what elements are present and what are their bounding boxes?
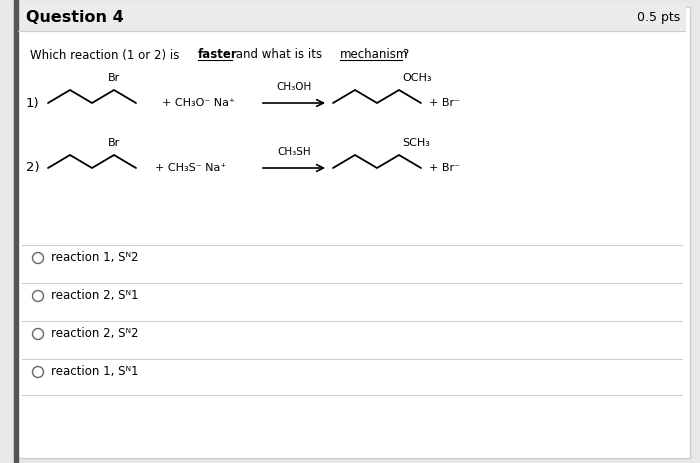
Text: reaction 2, Sᴺ1: reaction 2, Sᴺ1 — [51, 289, 139, 302]
Text: reaction 2, Sᴺ2: reaction 2, Sᴺ2 — [51, 327, 139, 340]
Text: reaction 1, Sᴺ2: reaction 1, Sᴺ2 — [51, 251, 139, 264]
Text: CH₃OH: CH₃OH — [276, 82, 312, 92]
Text: SCH₃: SCH₃ — [402, 138, 430, 148]
Text: OCH₃: OCH₃ — [402, 73, 431, 83]
Text: 1): 1) — [26, 96, 40, 110]
Text: + Br⁻: + Br⁻ — [429, 163, 460, 173]
Text: 0.5 pts: 0.5 pts — [637, 11, 680, 24]
Bar — [18, 3, 685, 31]
Text: mechanism: mechanism — [340, 49, 408, 62]
Text: 2): 2) — [26, 162, 40, 175]
Text: CH₃SH: CH₃SH — [277, 147, 311, 157]
Text: Br: Br — [108, 73, 120, 83]
Text: and what is its: and what is its — [232, 49, 326, 62]
Text: reaction 1, Sᴺ1: reaction 1, Sᴺ1 — [51, 365, 139, 378]
Text: ?: ? — [402, 49, 408, 62]
Text: Br: Br — [108, 138, 120, 148]
Text: + CH₃S⁻ Na⁺: + CH₃S⁻ Na⁺ — [155, 163, 226, 173]
Text: + CH₃O⁻ Na⁺: + CH₃O⁻ Na⁺ — [162, 98, 235, 108]
Text: + Br⁻: + Br⁻ — [429, 98, 460, 108]
Text: Question 4: Question 4 — [26, 10, 124, 25]
Text: Which reaction (1 or 2) is: Which reaction (1 or 2) is — [30, 49, 183, 62]
Text: faster: faster — [198, 49, 238, 62]
Bar — [14, 0, 18, 463]
